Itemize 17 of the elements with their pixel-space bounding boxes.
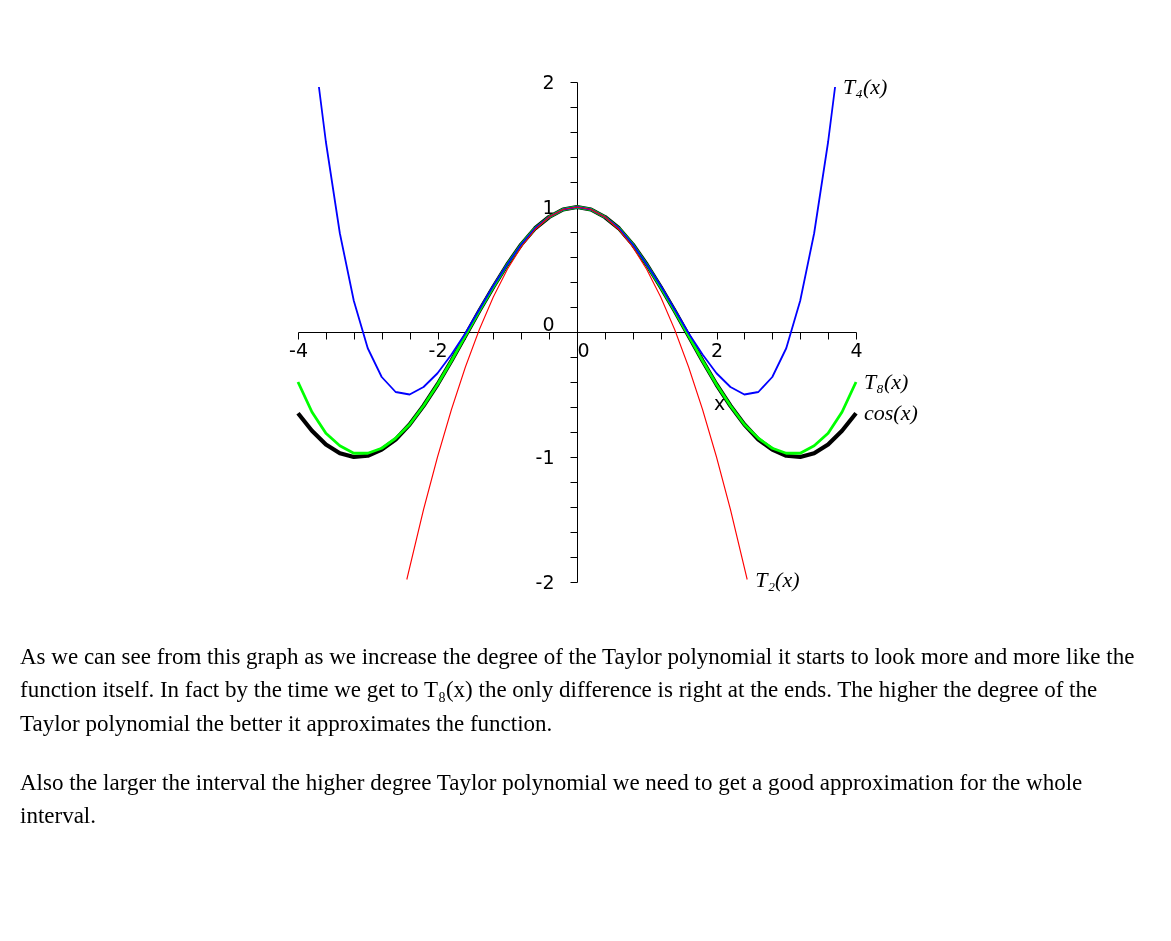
x-tick-label: 0 xyxy=(577,338,590,361)
y-tick-label: 2 xyxy=(542,70,555,93)
y-tick-label: 1 xyxy=(542,195,555,218)
text: As we can see from this graph as we increase the degree of the Taylor polynomial it starts to look more and more like the function itself. In fact by the time we get to T₈(x) the only difference is right at the ends. The higher the degree of the Taylor polynomial the better it approximates the function. xyxy=(20,643,1136,738)
y-tick-label: -1 xyxy=(535,445,555,468)
x-tick-label: 4 xyxy=(850,338,863,361)
y-tick-label: -2 xyxy=(535,570,555,593)
x-tick-label: 2 xyxy=(710,338,724,361)
series-label: T₂(x) xyxy=(755,566,800,592)
series-label: T₈(x) xyxy=(864,369,909,394)
x-axis-title: x xyxy=(713,391,726,414)
x-tick-label: -2 xyxy=(428,338,448,361)
series-label: T₄(x) xyxy=(843,74,888,99)
x-tick-label: -4 xyxy=(289,338,308,361)
y-tick-label: 0 xyxy=(542,312,555,335)
series-label: cos(x) xyxy=(864,400,918,426)
text: Also the larger the interval the higher degree Taylor polynomial we need to get a good approximation for the whole interval. xyxy=(20,769,1084,831)
